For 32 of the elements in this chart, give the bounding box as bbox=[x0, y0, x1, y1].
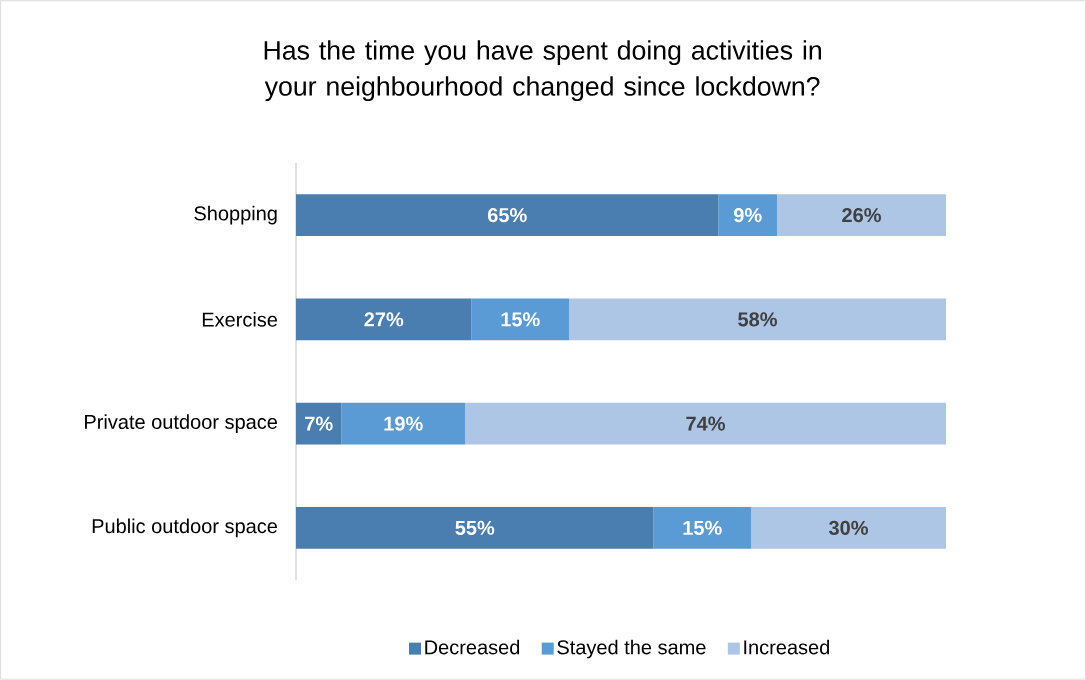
chart-title: Has the time you have spent doing activities in your neighbourhood changed since lockdown? bbox=[264, 40, 821, 102]
data-label: 15% bbox=[501, 312, 540, 327]
bar bbox=[471, 298, 569, 341]
data-label: 7% bbox=[305, 416, 333, 431]
y-tick-label: Private outdoor space bbox=[85, 414, 278, 433]
bar bbox=[718, 194, 777, 236]
bar bbox=[341, 402, 465, 445]
y-tick-label: Public outdoor space bbox=[92, 518, 278, 538]
data-label: 30% bbox=[828, 520, 868, 535]
data-label: 74% bbox=[686, 416, 725, 431]
data-label: 15% bbox=[683, 520, 722, 535]
bar bbox=[465, 402, 946, 445]
bar bbox=[296, 507, 654, 549]
bar bbox=[296, 298, 472, 341]
data-label: 65% bbox=[487, 208, 527, 223]
data-label: 55% bbox=[455, 520, 495, 535]
legend-label: Stayed the same bbox=[557, 639, 706, 659]
bar bbox=[751, 507, 946, 549]
bar bbox=[569, 298, 946, 341]
data-label: 26% bbox=[842, 208, 881, 223]
y-tick-label: Exercise bbox=[202, 312, 278, 327]
bar bbox=[296, 402, 342, 445]
data-label: 58% bbox=[738, 312, 777, 327]
bar bbox=[296, 194, 719, 236]
legend-label: Increased bbox=[744, 639, 830, 655]
data-label: 9% bbox=[733, 208, 762, 223]
data-label: 19% bbox=[384, 416, 423, 431]
bar bbox=[653, 507, 751, 549]
data-label: 27% bbox=[364, 312, 404, 327]
bar bbox=[777, 194, 946, 236]
legend-label: Decreased bbox=[425, 639, 520, 655]
y-tick-label: Shopping bbox=[194, 205, 277, 225]
